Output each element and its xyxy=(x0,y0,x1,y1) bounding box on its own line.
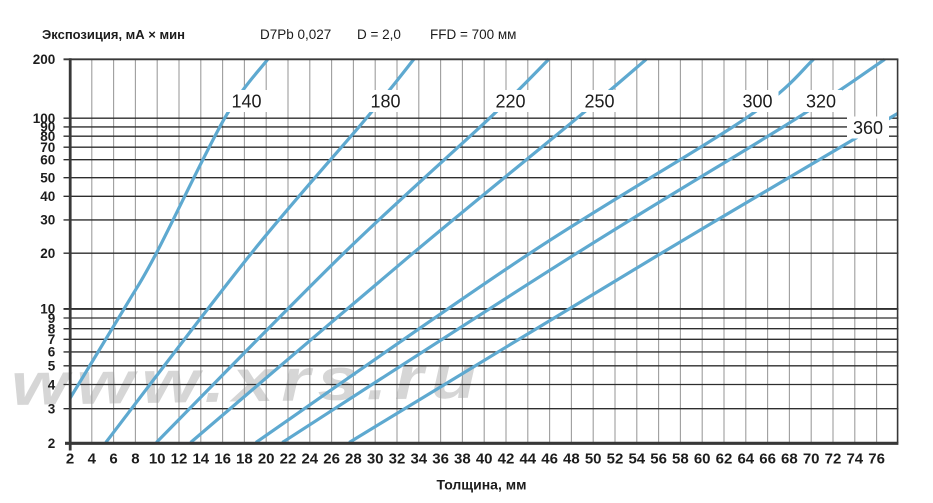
svg-text:52: 52 xyxy=(607,451,624,468)
svg-text:22: 22 xyxy=(280,451,297,468)
svg-text:28: 28 xyxy=(345,451,362,468)
svg-text:20: 20 xyxy=(258,451,275,468)
svg-text:320: 320 xyxy=(806,92,836,112)
svg-text:48: 48 xyxy=(563,451,580,468)
svg-text:6: 6 xyxy=(48,345,56,360)
svg-text:18: 18 xyxy=(236,451,253,468)
svg-text:38: 38 xyxy=(454,451,471,468)
svg-text:72: 72 xyxy=(825,451,842,468)
svg-text:4: 4 xyxy=(88,451,97,468)
svg-text:64: 64 xyxy=(737,451,754,468)
svg-text:30: 30 xyxy=(367,451,384,468)
svg-text:16: 16 xyxy=(214,451,231,468)
svg-text:90: 90 xyxy=(40,120,55,135)
svg-text:26: 26 xyxy=(323,451,340,468)
svg-text:54: 54 xyxy=(628,451,645,468)
svg-text:2: 2 xyxy=(66,451,74,468)
svg-text:20: 20 xyxy=(40,246,55,261)
svg-text:70: 70 xyxy=(40,140,55,155)
svg-text:80: 80 xyxy=(40,129,55,144)
svg-text:58: 58 xyxy=(672,451,689,468)
svg-text:5: 5 xyxy=(48,359,56,374)
svg-text:6: 6 xyxy=(109,451,117,468)
svg-text:7: 7 xyxy=(48,332,56,347)
svg-text:250: 250 xyxy=(584,92,614,112)
svg-text:100: 100 xyxy=(33,111,56,126)
svg-text:220: 220 xyxy=(495,92,525,112)
svg-text:180: 180 xyxy=(370,92,400,112)
svg-text:12: 12 xyxy=(171,451,188,468)
svg-text:200: 200 xyxy=(33,52,56,67)
svg-text:10: 10 xyxy=(40,302,55,317)
svg-text:70: 70 xyxy=(803,451,820,468)
svg-text:9: 9 xyxy=(48,311,56,326)
svg-text:24: 24 xyxy=(301,451,318,468)
svg-text:32: 32 xyxy=(389,451,406,468)
svg-text:60: 60 xyxy=(694,451,711,468)
svg-text:8: 8 xyxy=(131,451,139,468)
svg-text:68: 68 xyxy=(781,451,798,468)
svg-text:Толщина, мм: Толщина, мм xyxy=(437,477,527,493)
svg-text:44: 44 xyxy=(519,451,536,468)
svg-text:66: 66 xyxy=(759,451,776,468)
svg-text:360: 360 xyxy=(853,118,883,138)
svg-text:14: 14 xyxy=(192,451,209,468)
svg-text:40: 40 xyxy=(476,451,493,468)
svg-text:140: 140 xyxy=(231,92,261,112)
svg-text:46: 46 xyxy=(541,451,558,468)
svg-text:36: 36 xyxy=(432,451,449,468)
svg-text:30: 30 xyxy=(40,213,55,228)
svg-text:10: 10 xyxy=(149,451,166,468)
svg-text:4: 4 xyxy=(48,377,56,392)
svg-text:2: 2 xyxy=(48,436,56,451)
svg-text:3: 3 xyxy=(48,402,56,417)
svg-text:34: 34 xyxy=(410,451,427,468)
svg-text:62: 62 xyxy=(716,451,733,468)
svg-text:56: 56 xyxy=(650,451,667,468)
svg-text:42: 42 xyxy=(498,451,515,468)
svg-text:50: 50 xyxy=(40,171,55,186)
svg-text:50: 50 xyxy=(585,451,602,468)
svg-text:40: 40 xyxy=(40,189,55,204)
svg-text:300: 300 xyxy=(742,92,772,112)
svg-text:74: 74 xyxy=(846,451,863,468)
svg-text:76: 76 xyxy=(868,451,885,468)
svg-text:60: 60 xyxy=(40,153,55,168)
svg-text:8: 8 xyxy=(48,322,56,337)
